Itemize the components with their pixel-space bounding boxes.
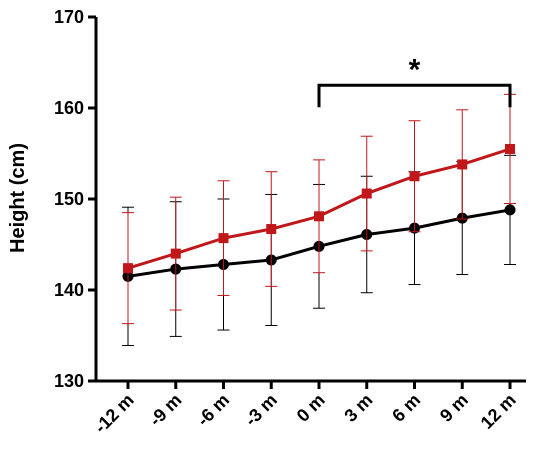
data-point — [409, 171, 420, 182]
x-tick-label: -9 m — [145, 390, 185, 430]
series-0 — [122, 93, 516, 325]
data-point — [218, 233, 229, 244]
data-point — [361, 188, 372, 199]
significance-bracket — [317, 83, 512, 108]
annotations: * — [317, 53, 512, 108]
y-tick-label: 130 — [54, 371, 84, 391]
y-tick-label: 150 — [54, 189, 84, 209]
data-point — [457, 159, 468, 170]
significance-star: * — [409, 53, 421, 86]
axes — [88, 15, 526, 389]
data-point — [504, 204, 516, 216]
data-point — [266, 224, 277, 235]
x-tick-label: -6 m — [193, 390, 233, 430]
series-group — [122, 93, 516, 347]
x-tick-label: -12 m — [90, 390, 137, 437]
y-tick-label: 170 — [54, 7, 84, 27]
x-tick-label: -3 m — [241, 390, 281, 430]
y-tick-label: 160 — [54, 98, 84, 118]
y-tick-label: 140 — [54, 280, 84, 300]
x-tick-label: 3 m — [340, 390, 376, 426]
y-axis-title: Height (cm) — [7, 143, 29, 253]
x-tick-label: 0 m — [293, 390, 329, 426]
data-point — [505, 143, 515, 154]
data-point — [170, 248, 181, 259]
x-tick-label: 6 m — [388, 390, 424, 426]
x-tick-label: 9 m — [436, 390, 472, 426]
data-point — [314, 211, 324, 222]
x-tick-label: 12 m — [477, 390, 520, 433]
data-point — [123, 263, 133, 274]
